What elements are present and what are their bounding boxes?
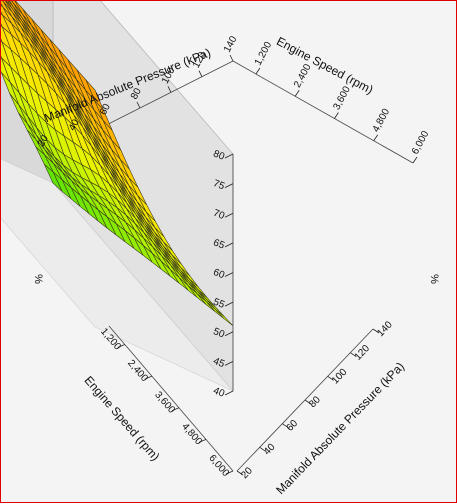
z-tick-label-left: 45 [212, 356, 227, 371]
map-tick-bottom [259, 447, 266, 452]
map-tick-label-bottom: 140 [375, 319, 395, 339]
rpm-tick-top [412, 156, 418, 164]
z-tick-left [224, 183, 234, 188]
z-tick-label-left: 80 [212, 148, 227, 163]
rpm-tick-label-top: 6,000 [410, 129, 432, 157]
z-tick-left [224, 212, 234, 218]
rpm-tick-label-top: 3,600 [331, 84, 353, 112]
rpm-tick-label-top: 2,400 [292, 62, 314, 90]
map-tick-top [136, 101, 141, 109]
rpm-tick-top [294, 90, 300, 97]
map-tick-bottom [236, 470, 244, 476]
floor-plane [1, 158, 234, 392]
map-tick-label-bottom: 60 [285, 418, 301, 434]
map-tick-label-top: 140 [222, 34, 240, 54]
z-tick-label-left: 65 [212, 237, 227, 252]
map-tick-bottom [282, 423, 289, 428]
rpm-tick-label-bottom: 3,600 [152, 390, 177, 416]
rpm-tick-bottom [198, 438, 207, 443]
rpm-tick-top [373, 134, 379, 141]
z-tick-left [224, 301, 234, 307]
map-tick-label-bottom: 120 [353, 343, 373, 363]
map-tick-label-top: 80 [129, 86, 144, 101]
rpm-axis-bottom [108, 325, 234, 472]
z-tick-left [224, 361, 234, 366]
map-tick-bottom [372, 328, 380, 334]
z-tick-label-left: 40 [212, 385, 227, 400]
surface-mesh [1, 1, 234, 327]
map-tick-top [229, 54, 234, 62]
rpm-axis-top [232, 60, 414, 164]
z-axis-title-left: % [32, 274, 44, 284]
rpm-axis-title-bottom: Engine Speed (rpm) [82, 373, 163, 463]
z-tick-left [224, 153, 234, 159]
map-tick-label-top: 20 [36, 133, 51, 148]
map-tick-bottom [327, 376, 334, 381]
map-tick-label-bottom: 80 [307, 394, 323, 410]
rpm-tick-label-bottom: 2,400 [125, 358, 150, 384]
rpm-tick-bottom [144, 375, 152, 380]
rpm-tick-label-top: 4,800 [371, 107, 393, 135]
z-tick-label-left: 75 [212, 178, 227, 193]
rpm-tick-bottom [117, 344, 125, 348]
map-tick-label-top: 60 [98, 102, 113, 117]
rpm-tick-top [334, 112, 339, 119]
map-tick-top [167, 86, 172, 93]
rpm-tick-top [255, 67, 261, 75]
z-tick-label-left: 70 [212, 208, 227, 223]
z-tick-left [224, 390, 234, 396]
z-tick-label-left: 55 [212, 297, 227, 312]
map-tick-bottom [304, 399, 312, 405]
z-tick-left [224, 242, 234, 248]
rpm-tick-label-bottom: 6,000 [206, 453, 231, 479]
z-tick-label-left: 60 [212, 267, 227, 282]
map-tick-label-top: 40 [67, 117, 82, 132]
z-axis-title-right: % [428, 274, 440, 284]
z-tick-label-left: 50 [212, 326, 227, 341]
surface-cell [215, 309, 234, 327]
rpm-tick-label-top: 1,200 [253, 40, 275, 68]
z-tick-left [224, 272, 234, 277]
map-tick-bottom [350, 352, 357, 357]
z-tick-left [224, 331, 234, 337]
map-tick-label-bottom: 20 [239, 465, 255, 481]
rpm-tick-bottom [225, 470, 234, 475]
rpm-tick-bottom [171, 407, 180, 412]
rpm-axis-title-top: Engine Speed (rpm) [274, 34, 375, 97]
rpm-tick-label-bottom: 4,800 [179, 421, 204, 447]
map-tick-top [198, 70, 203, 77]
map-tick-label-bottom: 100 [330, 366, 350, 386]
map-tick-label-bottom: 40 [262, 441, 278, 457]
